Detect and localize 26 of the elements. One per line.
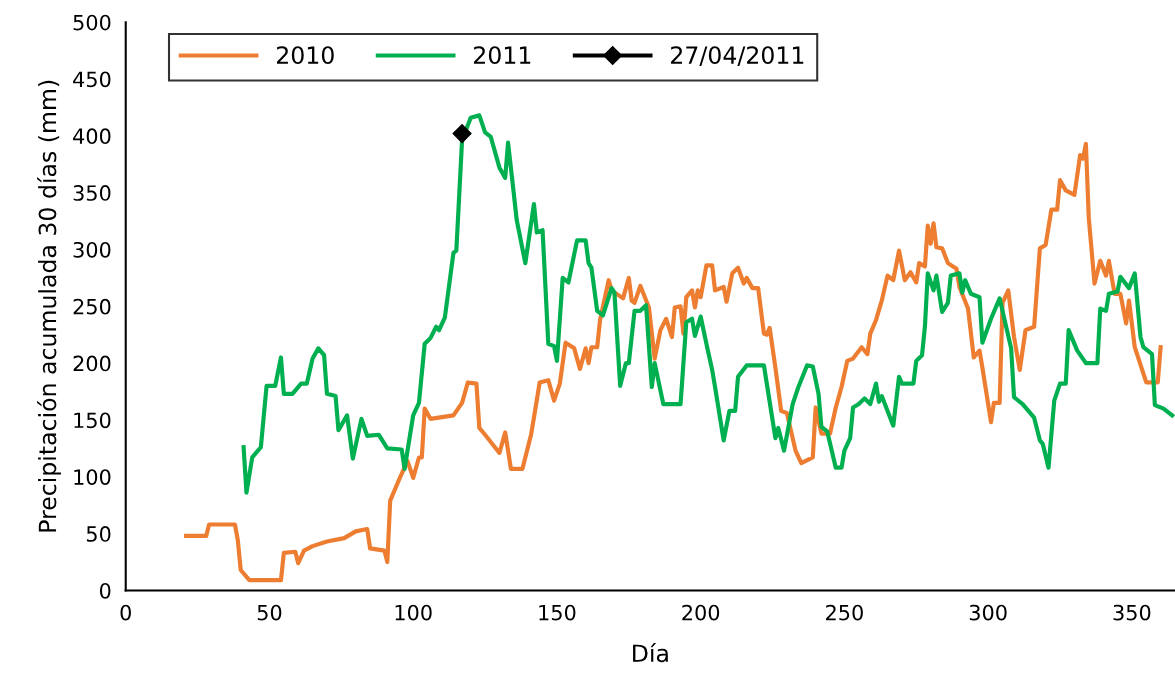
y-tick-label: 450 xyxy=(73,71,111,88)
y-tick-label: 300 xyxy=(73,241,111,258)
y-tick-label: 100 xyxy=(74,469,111,485)
x-axis-title: Día xyxy=(633,642,668,663)
y-tick-label: 150 xyxy=(74,412,111,429)
x-tick-label: 350 xyxy=(1113,604,1151,621)
x-tick-label: 0 xyxy=(120,604,131,621)
line-series xyxy=(184,141,1163,583)
y-tick-label: 400 xyxy=(73,128,111,145)
y-axis-title: Precipitación acumulada 30 días (mm) xyxy=(37,80,61,532)
line-series xyxy=(241,113,1175,495)
y-tick-label: 500 xyxy=(73,14,111,31)
x-tick-label: 50 xyxy=(257,604,282,621)
x-tick-label: 250 xyxy=(826,604,863,621)
legend-label: 2011 xyxy=(474,46,531,65)
y-tick-label: 200 xyxy=(73,355,111,372)
x-tick-label: 100 xyxy=(395,604,432,621)
x-tick-label: 150 xyxy=(539,604,576,621)
y-tick-label: 350 xyxy=(73,185,111,201)
y-tick-label: 250 xyxy=(73,298,111,315)
y-tick-label: 50 xyxy=(86,526,111,542)
x-tick-label: 200 xyxy=(682,604,720,621)
x-tick-label: 300 xyxy=(969,604,1007,621)
legend-label: 27/04/2011 xyxy=(671,46,804,66)
y-tick-label: 0 xyxy=(99,582,111,599)
legend-label: 2010 xyxy=(276,46,334,65)
